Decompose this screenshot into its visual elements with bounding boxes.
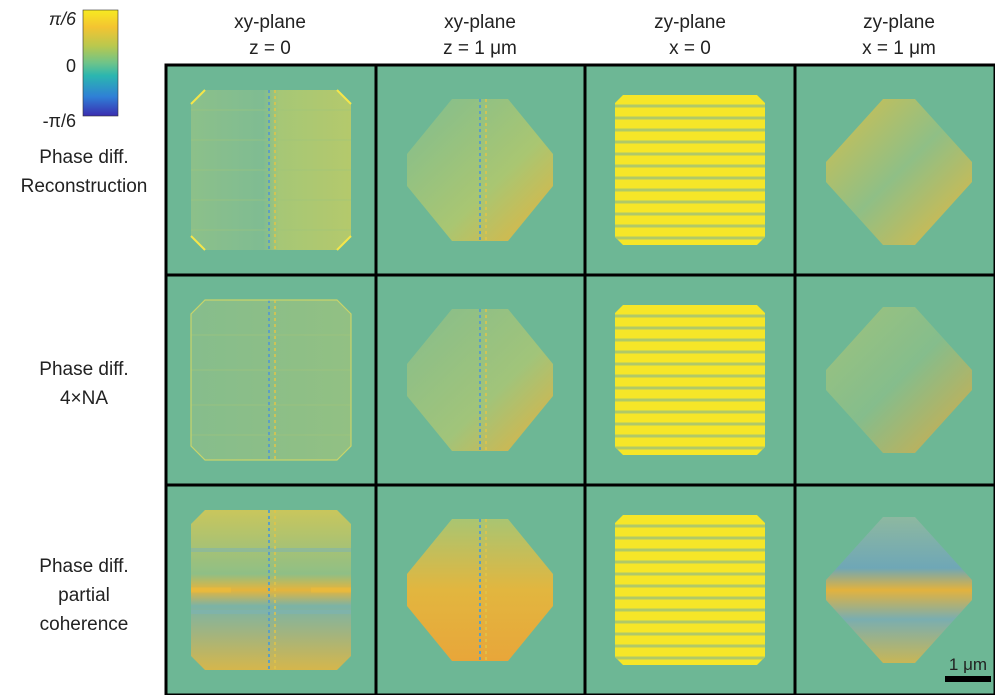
colorbar-gradient [82,9,119,117]
grid-borders [164,63,995,695]
colorbar-mid-label: 0 [66,56,76,76]
panel-r2-c3 [615,305,765,455]
panel-r1-c1 [190,89,352,251]
row-label-2-line1: Phase diff. [39,359,128,380]
column-header-3-line1: zy-plane [654,12,726,33]
row-label-1-line1: Phase diff. [39,147,128,168]
column-headers: xy-plane z = 0 xy-plane z = 1 μm zy-plan… [234,12,936,59]
row-label-1-line2: Reconstruction [21,176,148,197]
column-header-3-line2: x = 0 [669,38,711,59]
colorbar: π/6 0 -π/6 [43,9,119,131]
scale-bar-label: 1 μm [949,655,987,674]
colorbar-min-label: -π/6 [43,111,76,131]
column-header-2-line1: xy-plane [444,12,516,33]
colorbar-max-label: π/6 [49,9,77,29]
row-label-3-line3: coherence [40,614,129,635]
stripe-pattern-r2 [615,314,765,450]
stripe-pattern-r3 [615,524,765,660]
panel-r1-c3 [615,95,765,245]
column-header-1-line2: z = 0 [249,38,291,59]
column-header-4-line2: x = 1 μm [862,38,936,59]
column-header-1-line1: xy-plane [234,12,306,33]
stripe-pattern-r1 [615,104,765,240]
panel-r2-c1 [190,299,352,461]
column-header-4-line1: zy-plane [863,12,935,33]
row-label-2-line2: 4×NA [60,388,108,409]
panel-r3-c3 [615,515,765,665]
column-header-2-line2: z = 1 μm [443,38,517,59]
panel-r3-c1 [191,510,351,670]
scale-bar-line [945,676,991,682]
scale-bar: 1 μm [945,655,991,682]
row-label-3-line1: Phase diff. [39,556,128,577]
row-label-3-line2: partial [58,585,110,606]
row-labels: Phase diff. Reconstruction Phase diff. 4… [21,147,148,635]
